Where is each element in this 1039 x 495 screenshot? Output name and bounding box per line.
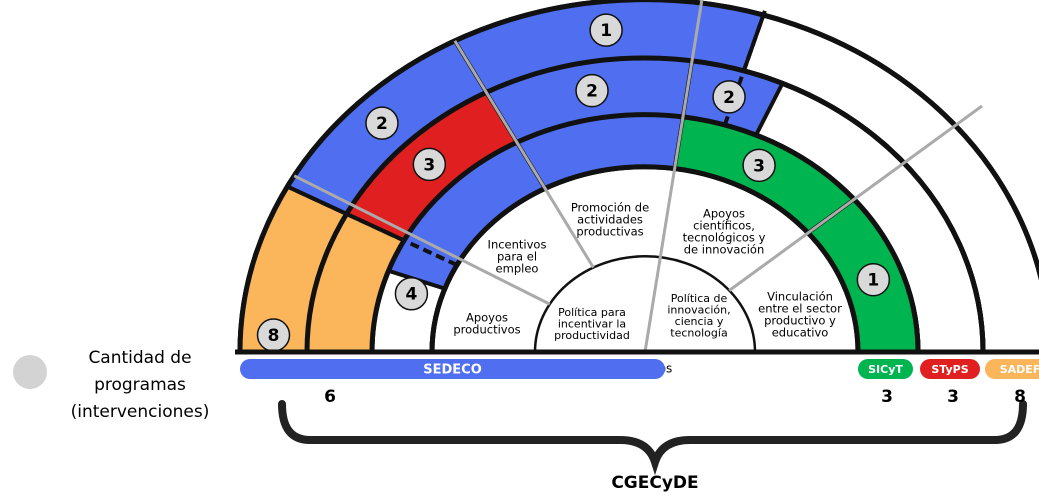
count-bubble: [742, 148, 776, 183]
count-label: 3: [753, 156, 765, 176]
area-label: Vinculación: [767, 290, 833, 304]
agency-total: 8: [1014, 387, 1026, 407]
agency-pill: [858, 359, 913, 379]
area-label: actividades: [577, 213, 643, 227]
legend-text: programas: [94, 375, 186, 395]
area-label: Apoyos: [466, 311, 508, 325]
agency-total: 6: [324, 387, 336, 407]
area-label: tecnológicos y: [683, 231, 766, 245]
ring-outline: [304, 55, 986, 353]
ring-outline: [429, 164, 861, 353]
rings: [237, 0, 1039, 355]
legend-text: Cantidad de: [88, 348, 191, 368]
count-bubble: [856, 262, 891, 297]
agency-total: 3: [947, 387, 959, 407]
area-label: para el: [497, 250, 537, 264]
area-label: productivo y: [764, 314, 836, 328]
count-label: 1: [600, 21, 612, 41]
agency-name: SICyT: [868, 363, 903, 376]
area-label: empleo: [496, 262, 539, 276]
area-label: educativo: [772, 326, 829, 340]
divider: [293, 174, 551, 306]
area-label: de innovación: [684, 243, 765, 257]
count-label: 2: [376, 114, 388, 134]
count-label: 1: [867, 271, 879, 291]
count-label: 4: [405, 285, 417, 305]
count-bubble: [394, 276, 429, 311]
legend-text: (intervenciones): [71, 402, 210, 422]
count-label: 2: [586, 82, 598, 102]
area-label: ciencia y: [675, 315, 724, 328]
divider: [728, 104, 983, 292]
count-label: 3: [423, 155, 435, 175]
count-bubble: [365, 106, 399, 140]
agency-pill: [920, 359, 980, 379]
area-label: tecnología: [670, 327, 727, 340]
agency-pill: [240, 359, 665, 379]
ring-outline: [237, 0, 1039, 353]
count-bubble: [412, 147, 447, 182]
area-label: Promoción de: [571, 201, 649, 215]
agency-total: 3: [881, 387, 893, 407]
area-label: científicos,: [693, 219, 755, 233]
agency-name: SADEF: [1000, 363, 1039, 376]
count-bubble: [589, 13, 623, 47]
mandate-arc: [533, 255, 757, 354]
area-label: Política para: [558, 306, 626, 319]
group-label: CGECyDE: [611, 473, 698, 493]
area-label: productivos: [453, 323, 520, 337]
dashed-divider: [286, 184, 458, 267]
area-label: incentivar la: [558, 318, 626, 331]
area-label: Política de: [671, 292, 728, 305]
area-label: productividad: [554, 329, 630, 342]
count-bubble: [575, 73, 609, 108]
area-label: innovación,: [667, 304, 730, 317]
count-label: 2: [723, 88, 735, 108]
agency-pill: [985, 359, 1039, 379]
agency-name: SEDECO: [423, 363, 482, 378]
divider: [453, 40, 595, 269]
count-bubble: [712, 80, 746, 114]
area-label: productivas: [576, 225, 643, 239]
area-label: Apoyos: [703, 207, 745, 221]
count-label: 8: [268, 326, 280, 346]
area-label: entre el sector: [758, 302, 842, 316]
bracket: [278, 400, 1027, 476]
agency-name: STyPS: [931, 363, 968, 376]
divider: [643, 0, 704, 353]
legend-dot: [13, 355, 47, 389]
area-label: Incentivos: [488, 238, 547, 252]
